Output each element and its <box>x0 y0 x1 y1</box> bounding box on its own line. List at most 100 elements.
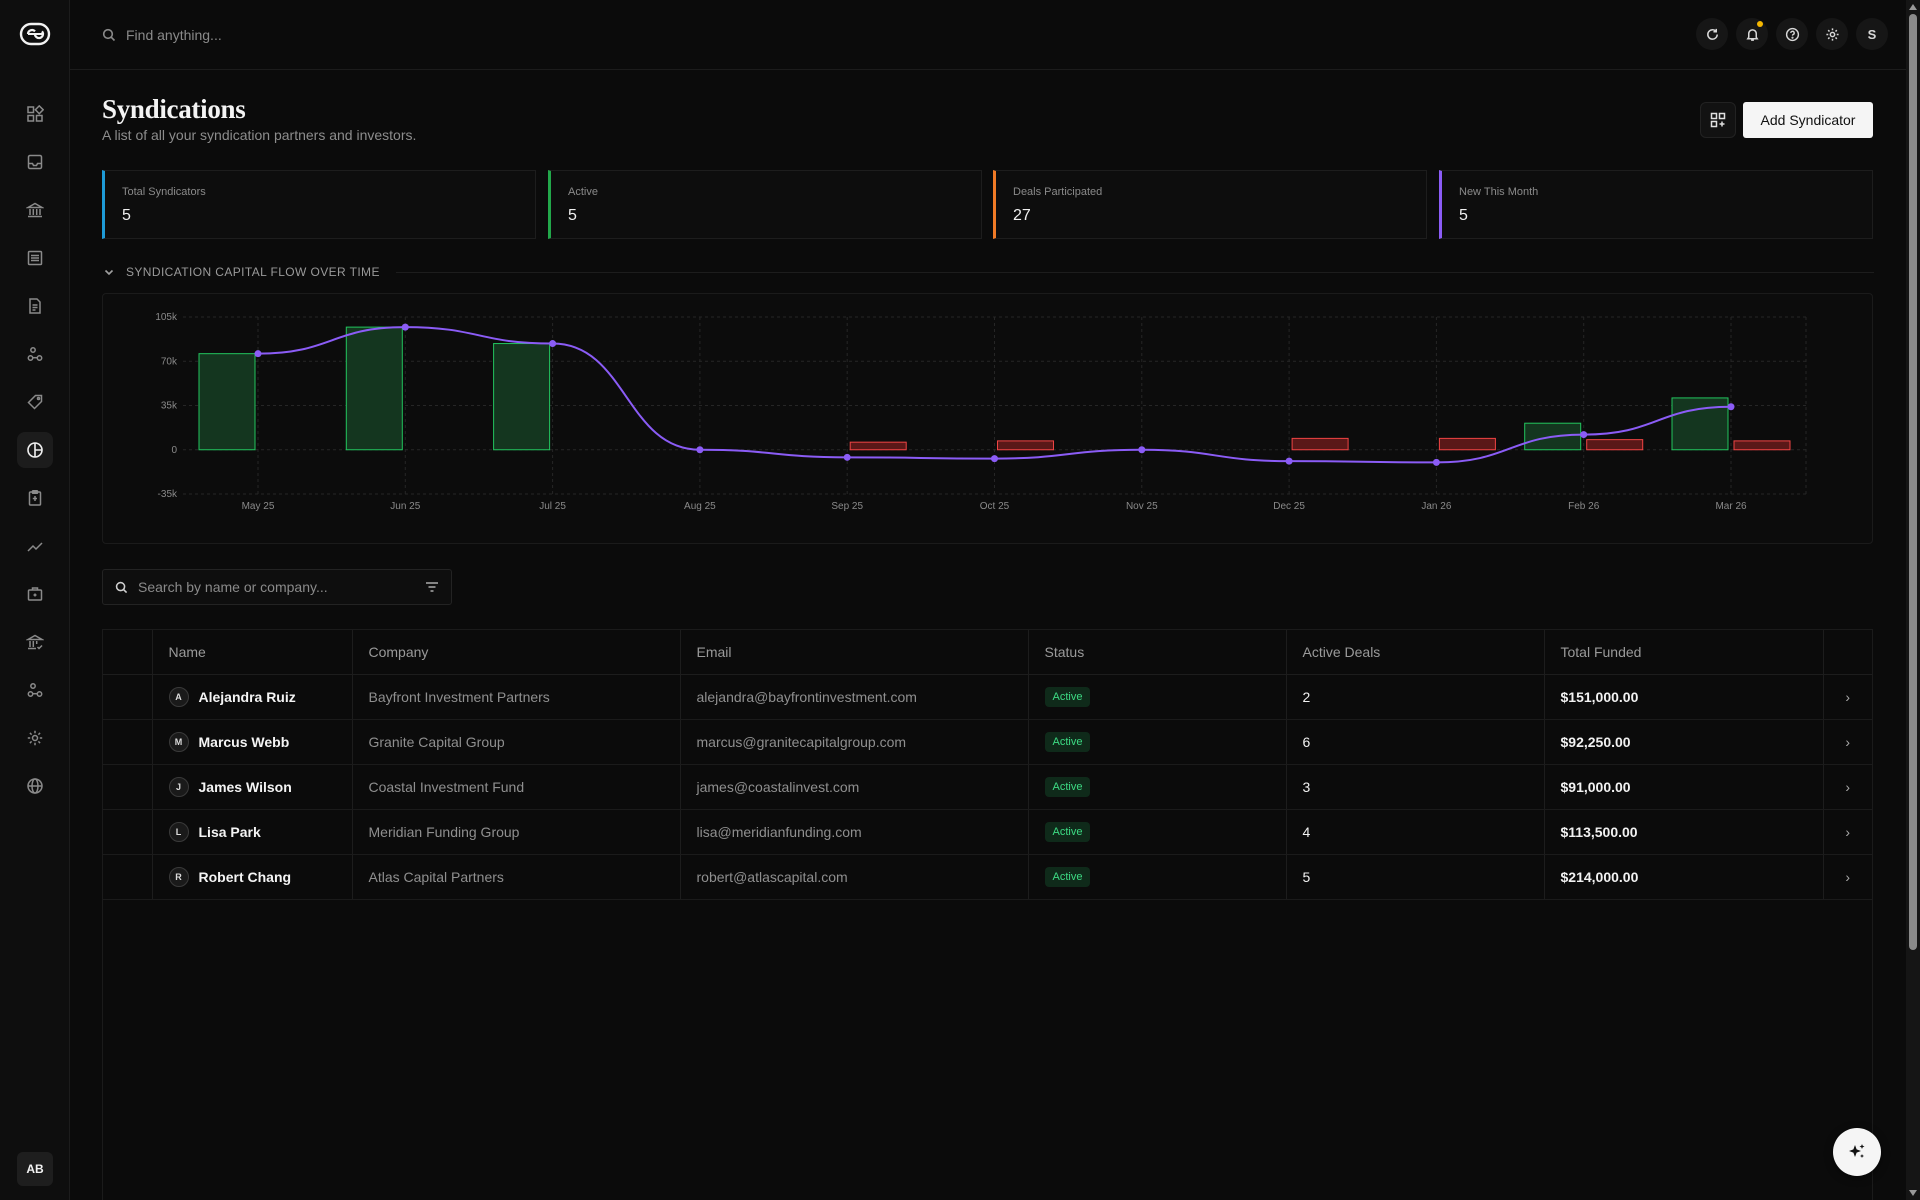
active-deals-cell: 6 <box>1286 719 1545 765</box>
select-column-header <box>103 630 153 675</box>
y-tick-label: 0 <box>171 445 177 456</box>
status-cell: Active <box>1028 764 1287 810</box>
sidebar-item-clipboard[interactable] <box>17 480 53 516</box>
x-tick-label: Jul 25 <box>539 501 566 512</box>
net-flow-point <box>1432 458 1440 466</box>
refresh-button[interactable] <box>1696 18 1728 50</box>
add-syndicator-button[interactable]: Add Syndicator <box>1743 102 1873 138</box>
row-chevron-icon[interactable]: › <box>1823 809 1872 855</box>
table-search[interactable] <box>102 569 452 605</box>
y-tick-label: 70k <box>161 356 178 367</box>
dashboard-icon <box>27 105 44 122</box>
chart-section-toggle[interactable]: SYNDICATION CAPITAL FLOW OVER TIME <box>102 262 1874 282</box>
inbox-icon <box>27 154 43 170</box>
stat-label: Total Syndicators <box>122 186 206 198</box>
sidebar-item-bank-check[interactable] <box>17 624 53 660</box>
total-funded-cell: $214,000.00 <box>1544 854 1824 900</box>
sidebar-item-share[interactable] <box>17 672 53 708</box>
scroll-up-arrow[interactable] <box>1909 4 1917 10</box>
x-tick-label: Jan 26 <box>1421 501 1451 512</box>
column-header-email[interactable]: Email <box>680 630 1029 675</box>
sidebar-item-globe[interactable] <box>17 768 53 804</box>
net-flow-point <box>1580 431 1588 439</box>
sidebar-item-tags[interactable] <box>17 384 53 420</box>
net-flow-point <box>1285 457 1293 465</box>
list-icon <box>27 250 43 266</box>
column-header-name[interactable]: Name <box>152 630 353 675</box>
x-tick-label: Feb 26 <box>1568 501 1600 512</box>
table-row[interactable]: R Robert Chang Atlas Capital Partners rob… <box>103 854 1872 900</box>
outflow-bar <box>1733 440 1791 451</box>
syndications-icon <box>27 442 43 458</box>
active-deals-cell: 4 <box>1286 809 1545 855</box>
scroll-down-arrow[interactable] <box>1909 1190 1917 1196</box>
sidebar-item-briefcase[interactable] <box>17 576 53 612</box>
row-chevron-icon[interactable]: › <box>1823 719 1872 765</box>
user-initials-badge[interactable]: AB <box>17 1152 53 1186</box>
notification-dot <box>1757 21 1763 27</box>
ai-assistant-button[interactable] <box>1833 1128 1881 1176</box>
tags-icon <box>27 394 43 410</box>
sidebar-item-dashboard[interactable] <box>17 96 53 132</box>
scrollbar-thumb[interactable] <box>1909 14 1917 950</box>
x-tick-label: Mar 26 <box>1715 501 1747 512</box>
status-cell: Active <box>1028 809 1287 855</box>
net-flow-point <box>843 453 851 461</box>
column-header-status[interactable]: Status <box>1028 630 1287 675</box>
table-row[interactable]: L Lisa Park Meridian Funding Group lisa@m… <box>103 809 1872 855</box>
row-chevron-icon[interactable]: › <box>1823 764 1872 810</box>
x-tick-label: Oct 25 <box>980 501 1010 512</box>
status-badge: Active <box>1044 686 1091 707</box>
table-row[interactable]: A Alejandra Ruiz Bayfront Investment Part… <box>103 674 1872 720</box>
row-chevron-icon[interactable]: › <box>1823 854 1872 900</box>
top-actions: S <box>1696 18 1888 50</box>
column-header-total-funded[interactable]: Total Funded <box>1544 630 1824 675</box>
syndicator-name: Marcus Webb <box>198 733 290 750</box>
net-flow-point <box>991 455 998 463</box>
scrollbar[interactable] <box>1906 0 1920 1200</box>
name-cell: L Lisa Park <box>152 809 353 855</box>
stat-label: New This Month <box>1459 186 1539 198</box>
table-row[interactable]: M Marcus Webb Granite Capital Group marcu… <box>103 719 1872 765</box>
sidebar-item-settings[interactable] <box>17 720 53 756</box>
sidebar-item-nodes[interactable] <box>17 336 53 372</box>
table-search-input[interactable] <box>138 579 415 595</box>
help-button[interactable] <box>1776 18 1808 50</box>
sidebar-item-syndications[interactable] <box>17 432 53 468</box>
x-tick-label: Nov 25 <box>1126 501 1158 512</box>
stat-value: 5 <box>1459 207 1468 224</box>
search-icon <box>115 581 128 593</box>
table-row[interactable]: J James Wilson Coastal Investment Fund ja… <box>103 764 1872 810</box>
sidebar-item-trend[interactable] <box>17 528 53 564</box>
global-search[interactable] <box>102 22 602 48</box>
sidebar-item-bank[interactable] <box>17 192 53 228</box>
outflow-bar <box>1586 439 1644 451</box>
inflow-bar <box>1671 397 1729 451</box>
trend-icon <box>27 542 43 552</box>
row-select-cell <box>103 809 153 855</box>
sidebar-item-documents[interactable] <box>17 288 53 324</box>
user-avatar-button[interactable]: S <box>1856 18 1888 50</box>
app-logo-icon[interactable] <box>19 21 51 47</box>
status-badge: Active <box>1044 866 1091 887</box>
row-select-cell <box>103 764 153 810</box>
email-cell: marcus@granitecapitalgroup.com <box>680 719 1029 765</box>
global-search-input[interactable] <box>126 27 566 43</box>
avatar: M <box>168 731 189 752</box>
sidebar-item-list[interactable] <box>17 240 53 276</box>
chart-section-title: SYNDICATION CAPITAL FLOW OVER TIME <box>126 265 380 279</box>
share-icon <box>27 683 43 697</box>
layout-toggle-button[interactable] <box>1700 102 1736 138</box>
net-flow-point <box>254 350 262 358</box>
filter-icon[interactable] <box>425 581 439 593</box>
sidebar-item-inbox[interactable] <box>17 144 53 180</box>
bank-icon <box>26 202 44 218</box>
email-cell: alejandra@bayfrontinvestment.com <box>680 674 1029 720</box>
company-cell: Granite Capital Group <box>352 719 681 765</box>
column-header-company[interactable]: Company <box>352 630 681 675</box>
notifications-button[interactable] <box>1736 18 1768 50</box>
settings-button[interactable] <box>1816 18 1848 50</box>
stat-active: Active 5 <box>548 170 982 239</box>
row-chevron-icon[interactable]: › <box>1823 674 1872 720</box>
column-header-active-deals[interactable]: Active Deals <box>1286 630 1545 675</box>
